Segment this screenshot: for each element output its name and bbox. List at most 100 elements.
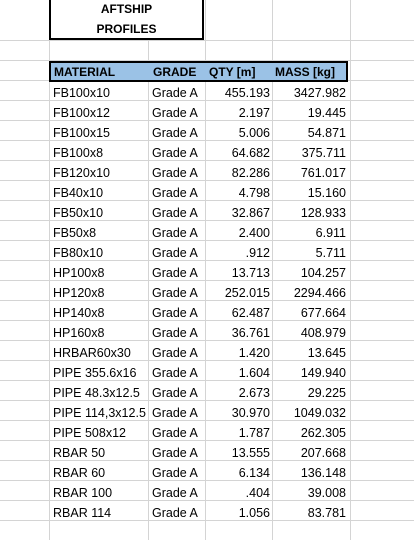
table-row[interactable]: RBAR 100 Grade A .404 39.008 <box>49 483 348 503</box>
cell-grade[interactable]: Grade A <box>152 266 198 280</box>
cell-material[interactable]: PIPE 508x12 <box>53 426 126 440</box>
cell-qty[interactable]: .404 <box>245 486 270 500</box>
cell-material[interactable]: PIPE 48.3x12.5 <box>53 386 140 400</box>
cell-qty[interactable]: 1.056 <box>238 506 270 520</box>
cell-material[interactable]: FB40x10 <box>53 186 104 200</box>
cell-qty[interactable]: 30.970 <box>231 406 270 420</box>
cell-grade[interactable]: Grade A <box>152 246 198 260</box>
cell-material[interactable]: RBAR 114 <box>53 506 112 520</box>
cell-qty[interactable]: 252.015 <box>224 286 270 300</box>
cell-material[interactable]: HP160x8 <box>53 326 105 340</box>
cell-material[interactable]: FB100x15 <box>53 126 110 140</box>
cell-mass[interactable]: 83.781 <box>307 506 346 520</box>
table-row[interactable]: HRBAR60x30 Grade A 1.420 13.645 <box>49 343 348 363</box>
cell-grade[interactable]: Grade A <box>152 206 198 220</box>
table-row[interactable]: FB50x10 Grade A 32.867 128.933 <box>49 203 348 223</box>
cell-grade[interactable]: Grade A <box>152 186 198 200</box>
cell-grade[interactable]: Grade A <box>152 126 198 140</box>
table-row[interactable]: HP120x8 Grade A 252.015 2294.466 <box>49 283 348 303</box>
cell-grade[interactable]: Grade A <box>152 146 198 160</box>
cell-grade[interactable]: Grade A <box>152 426 198 440</box>
title-box[interactable]: AFTSHIP PROFILES <box>49 0 204 40</box>
cell-qty[interactable]: 2.400 <box>238 226 270 240</box>
cell-mass[interactable]: 408.979 <box>300 326 346 340</box>
cell-mass[interactable]: 262.305 <box>300 426 346 440</box>
cell-grade[interactable]: Grade A <box>152 86 198 100</box>
cell-mass[interactable]: 5.711 <box>315 246 346 260</box>
cell-qty[interactable]: 4.798 <box>238 186 270 200</box>
cell-grade[interactable]: Grade A <box>152 346 198 360</box>
cell-mass[interactable]: 19.445 <box>307 106 346 120</box>
cell-grade[interactable]: Grade A <box>152 506 198 520</box>
cell-qty[interactable]: 64.682 <box>231 146 270 160</box>
table-row[interactable]: FB40x10 Grade A 4.798 15.160 <box>49 183 348 203</box>
cell-grade[interactable]: Grade A <box>152 326 198 340</box>
cell-mass[interactable]: 1049.032 <box>293 406 346 420</box>
cell-mass[interactable]: 207.668 <box>300 446 346 460</box>
cell-mass[interactable]: 104.257 <box>300 266 346 280</box>
cell-material[interactable]: FB100x10 <box>53 86 110 100</box>
cell-material[interactable]: RBAR 50 <box>53 446 106 460</box>
cell-qty[interactable]: 13.555 <box>231 446 270 460</box>
table-header[interactable]: MATERIAL GRADE QTY [m] MASS [kg] <box>49 61 348 82</box>
cell-material[interactable]: FB80x10 <box>53 246 104 260</box>
cell-qty[interactable]: 455.193 <box>224 86 270 100</box>
cell-material[interactable]: HP140x8 <box>53 306 105 320</box>
cell-mass[interactable]: 149.940 <box>300 366 346 380</box>
cell-grade[interactable]: Grade A <box>152 106 198 120</box>
cell-mass[interactable]: 29.225 <box>307 386 346 400</box>
cell-mass[interactable]: 6.911 <box>315 226 346 240</box>
cell-qty[interactable]: .912 <box>245 246 270 260</box>
cell-grade[interactable]: Grade A <box>152 406 198 420</box>
cell-mass[interactable]: 128.933 <box>300 206 346 220</box>
cell-material[interactable]: RBAR 100 <box>53 486 113 500</box>
cell-qty[interactable]: 1.604 <box>238 366 270 380</box>
cell-material[interactable]: FB50x8 <box>53 226 97 240</box>
cell-mass[interactable]: 761.017 <box>300 166 346 180</box>
cell-qty[interactable]: 36.761 <box>231 326 270 340</box>
table-row[interactable]: FB100x8 Grade A 64.682 375.711 <box>49 143 348 163</box>
cell-material[interactable]: FB100x12 <box>53 106 110 120</box>
table-row[interactable]: FB100x15 Grade A 5.006 54.871 <box>49 123 348 143</box>
table-row[interactable]: PIPE 508x12 Grade A 1.787 262.305 <box>49 423 348 443</box>
table-row[interactable]: FB80x10 Grade A .912 5.711 <box>49 243 348 263</box>
cell-grade[interactable]: Grade A <box>152 286 198 300</box>
cell-qty[interactable]: 5.006 <box>238 126 270 140</box>
cell-grade[interactable]: Grade A <box>152 226 198 240</box>
table-row[interactable]: HP160x8 Grade A 36.761 408.979 <box>49 323 348 343</box>
cell-material[interactable]: HRBAR60x30 <box>53 346 131 360</box>
table-row[interactable]: PIPE 48.3x12.5 Grade A 2.673 29.225 <box>49 383 348 403</box>
table-row[interactable]: FB100x12 Grade A 2.197 19.445 <box>49 103 348 123</box>
cell-mass[interactable]: 3427.982 <box>293 86 346 100</box>
cell-material[interactable]: FB120x10 <box>53 166 110 180</box>
table-row[interactable]: FB50x8 Grade A 2.400 6.911 <box>49 223 348 243</box>
cell-grade[interactable]: Grade A <box>152 166 198 180</box>
table-row[interactable]: RBAR 50 Grade A 13.555 207.668 <box>49 443 348 463</box>
table-row[interactable]: FB120x10 Grade A 82.286 761.017 <box>49 163 348 183</box>
cell-mass[interactable]: 15.160 <box>307 186 346 200</box>
cell-mass[interactable]: 677.664 <box>300 306 346 320</box>
cell-qty[interactable]: 1.420 <box>238 346 270 360</box>
cell-material[interactable]: RBAR 60 <box>53 466 106 480</box>
cell-mass[interactable]: 375.711 <box>301 146 346 160</box>
table-row[interactable]: FB100x10 Grade A 455.193 3427.982 <box>49 83 348 103</box>
cell-qty[interactable]: 82.286 <box>231 166 270 180</box>
cell-grade[interactable]: Grade A <box>152 466 198 480</box>
cell-material[interactable]: PIPE 355.6x16 <box>53 366 137 380</box>
cell-qty[interactable]: 1.787 <box>238 426 270 440</box>
cell-grade[interactable]: Grade A <box>152 386 198 400</box>
table-row[interactable]: PIPE 114,3x12.5 Grade A 30.970 1049.032 <box>49 403 348 423</box>
cell-mass[interactable]: 13.645 <box>307 346 346 360</box>
cell-material[interactable]: HP100x8 <box>53 266 105 280</box>
cell-grade[interactable]: Grade A <box>152 306 198 320</box>
cell-qty[interactable]: 2.673 <box>238 386 270 400</box>
table-row[interactable]: HP140x8 Grade A 62.487 677.664 <box>49 303 348 323</box>
cell-mass[interactable]: 39.008 <box>307 486 346 500</box>
cell-qty[interactable]: 6.134 <box>238 466 270 480</box>
cell-grade[interactable]: Grade A <box>152 486 198 500</box>
cell-mass[interactable]: 2294.466 <box>293 286 346 300</box>
cell-material[interactable]: HP120x8 <box>53 286 105 300</box>
cell-qty[interactable]: 13.713 <box>231 266 270 280</box>
cell-qty[interactable]: 32.867 <box>231 206 270 220</box>
